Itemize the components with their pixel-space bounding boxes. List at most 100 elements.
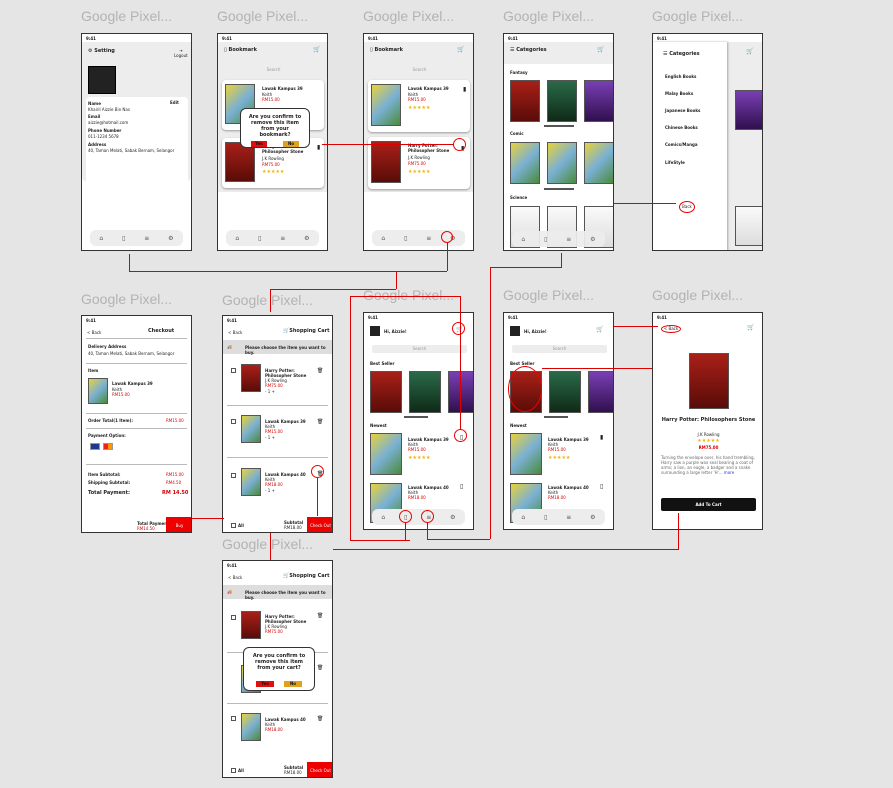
menu-item-comics[interactable]: Comics/Manga xyxy=(665,142,698,147)
menu-item-lifestyle[interactable]: LifeStyle xyxy=(665,160,685,165)
book-cover[interactable] xyxy=(510,80,540,122)
back-button[interactable]: < Back xyxy=(661,325,681,333)
item-checkbox[interactable] xyxy=(231,716,236,721)
hamburger-icon[interactable]: ☰ xyxy=(663,51,668,57)
menu-item-chinese[interactable]: Chinese Books xyxy=(665,125,698,130)
book-cover[interactable] xyxy=(547,80,577,122)
book-cover[interactable] xyxy=(370,433,402,475)
book-cover[interactable] xyxy=(588,371,613,413)
yes-button[interactable]: Yes xyxy=(256,681,274,687)
trash-icon[interactable]: 🗑 xyxy=(317,665,324,671)
settings-icon[interactable]: ⚙ xyxy=(590,513,596,521)
hamburger-icon[interactable]: ☰ xyxy=(510,47,515,53)
home-icon[interactable]: ⌂ xyxy=(521,513,526,521)
settings-icon[interactable]: ⚙ xyxy=(450,513,456,521)
cart-icon[interactable]: 🛒 xyxy=(596,326,604,333)
bookmark-filled-icon[interactable]: ▮ xyxy=(463,86,467,93)
cart-icon[interactable]: 🛒 xyxy=(747,324,755,331)
search-input[interactable]: Search xyxy=(372,66,467,74)
search-input[interactable]: Search xyxy=(372,345,467,353)
trash-icon[interactable]: 🗑 xyxy=(317,368,324,374)
book-cover xyxy=(689,353,729,409)
yes-button[interactable]: Yes xyxy=(251,141,267,147)
trash-icon[interactable]: 🗑 xyxy=(317,419,324,425)
select-all-checkbox[interactable] xyxy=(231,523,236,528)
visa-icon[interactable] xyxy=(90,443,100,450)
no-button[interactable]: No xyxy=(284,681,302,687)
item-checkbox[interactable] xyxy=(231,419,236,424)
home-icon[interactable]: ⌂ xyxy=(99,234,104,242)
select-all-checkbox[interactable] xyxy=(231,768,236,773)
more-link[interactable]: more xyxy=(723,470,735,475)
quantity-stepper[interactable]: - 1 + xyxy=(265,488,275,493)
book-cover[interactable] xyxy=(584,80,613,122)
list-item[interactable]: Lawak Kampus 39 Keith RM15.00 ★★★★★ ▮ xyxy=(368,80,470,132)
back-button[interactable]: < Back xyxy=(87,330,102,335)
add-to-cart-button[interactable]: Add To Cart xyxy=(661,498,756,511)
item-checkbox[interactable] xyxy=(231,615,236,620)
item-checkbox[interactable] xyxy=(231,368,236,373)
book-cover xyxy=(241,468,261,496)
back-button[interactable]: < Back xyxy=(228,575,243,580)
bookmark-icon[interactable]: ▯ xyxy=(122,234,126,242)
search-input[interactable]: Search xyxy=(512,345,607,353)
settings-icon[interactable]: ⚙ xyxy=(304,234,310,242)
book-cover[interactable] xyxy=(510,433,542,475)
no-button[interactable]: No xyxy=(283,141,299,147)
menu-icon[interactable]: ≡ xyxy=(426,234,432,242)
menu-item-english[interactable]: English Books xyxy=(665,74,697,79)
settings-icon[interactable]: ⚙ xyxy=(590,235,596,243)
trash-icon[interactable]: 🗑 xyxy=(317,613,324,619)
bookmark-icon[interactable]: ▯ xyxy=(404,234,408,242)
checkout-button[interactable]: Check Out xyxy=(307,762,332,777)
bookmark-icon[interactable]: ▯ xyxy=(258,234,262,242)
book-cover[interactable] xyxy=(448,371,473,413)
menu-icon[interactable]: ≡ xyxy=(144,234,150,242)
buy-button[interactable]: Buy xyxy=(166,517,191,532)
menu-icon[interactable]: ≡ xyxy=(566,235,572,243)
book-cover xyxy=(371,141,401,183)
tap-indicator xyxy=(441,231,453,243)
bookmark-icon[interactable]: ▯ xyxy=(544,513,548,521)
bookmark-icon[interactable]: ▯ xyxy=(544,235,548,243)
home-icon[interactable]: ⌂ xyxy=(381,513,386,521)
book-cover[interactable] xyxy=(409,371,441,413)
menu-icon[interactable]: ≡ xyxy=(566,513,572,521)
book-cover[interactable] xyxy=(584,142,613,184)
cart-icon[interactable]: 🛒 xyxy=(597,46,605,53)
book-cover[interactable] xyxy=(549,371,581,413)
settings-icon[interactable]: ⚙ xyxy=(168,234,174,242)
menu-icon[interactable]: ≡ xyxy=(280,234,286,242)
book-cover[interactable] xyxy=(510,142,540,184)
home-icon[interactable]: ⌂ xyxy=(235,234,240,242)
cart-icon[interactable]: 🛒 xyxy=(313,46,321,53)
quantity-stepper[interactable]: - 1 + xyxy=(265,389,275,394)
status-time: 9:41 xyxy=(657,36,667,41)
bookmark-filled-icon[interactable]: ▮ xyxy=(600,434,604,441)
cart-icon[interactable]: 🛒 xyxy=(457,46,465,53)
book-cover[interactable] xyxy=(547,142,577,184)
back-button[interactable]: < Back xyxy=(228,330,243,335)
home-icon[interactable]: ⌂ xyxy=(521,235,526,243)
categories-title: ☰ Categories xyxy=(510,47,547,53)
trash-icon[interactable]: 🗑 xyxy=(317,716,324,722)
mastercard-icon[interactable] xyxy=(103,443,113,450)
logout-button[interactable]: ⇥ Logout xyxy=(174,48,188,58)
book-author: Keith xyxy=(408,92,419,97)
menu-item-malay[interactable]: Malay Books xyxy=(665,91,694,96)
edit-button[interactable]: Edit xyxy=(170,100,179,105)
book-author: J.K Rowling xyxy=(408,155,430,160)
book-cover[interactable] xyxy=(370,371,402,413)
back-button[interactable]: Back xyxy=(679,201,695,213)
bookmark-icon[interactable]: ▯ xyxy=(460,483,464,490)
cart-icon[interactable]: 🛒 xyxy=(746,48,754,55)
menu-item-japanese[interactable]: Japanese Books xyxy=(665,108,701,113)
quantity-stepper[interactable]: - 1 + xyxy=(265,435,275,440)
search-input[interactable]: Search xyxy=(226,66,321,74)
checkout-button[interactable]: Check Out xyxy=(307,517,332,532)
bookmark-icon[interactable]: ▯ xyxy=(600,483,604,490)
select-all-label: All xyxy=(238,768,244,773)
item-checkbox[interactable] xyxy=(231,473,236,478)
home-icon[interactable]: ⌂ xyxy=(381,234,386,242)
bookmark-filled-icon[interactable]: ▮ xyxy=(317,144,321,151)
